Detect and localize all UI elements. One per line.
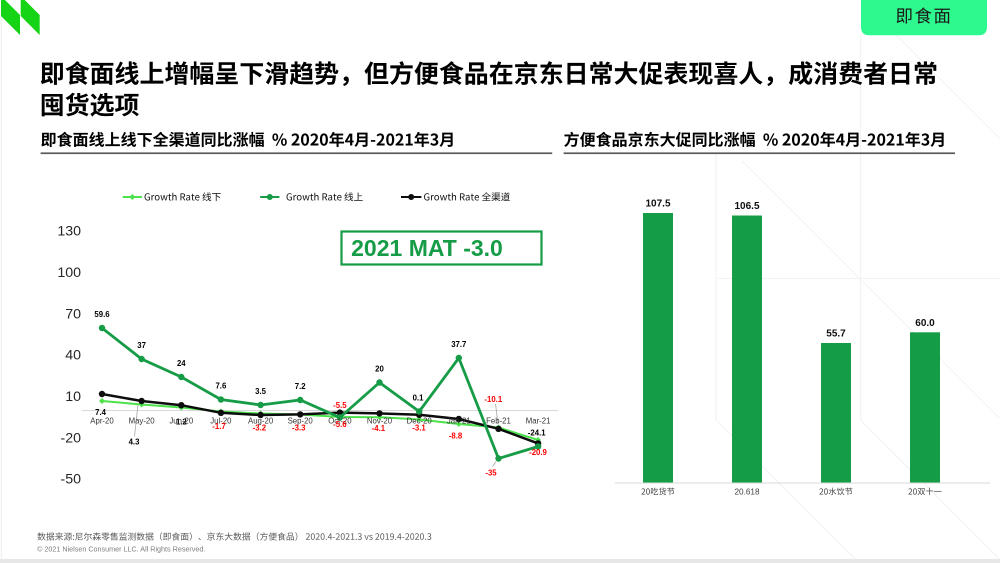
svg-text:-5.6: -5.6 xyxy=(333,420,347,429)
svg-text:70: 70 xyxy=(65,306,81,322)
svg-text:20: 20 xyxy=(375,365,384,374)
svg-text:Jun-20: Jun-20 xyxy=(169,417,194,426)
svg-text:Nov-20: Nov-20 xyxy=(367,417,393,426)
svg-text:20.618: 20.618 xyxy=(734,488,759,497)
svg-text:-3.3: -3.3 xyxy=(292,424,306,433)
svg-text:7.6: 7.6 xyxy=(215,382,227,391)
svg-text:Jul-20: Jul-20 xyxy=(210,417,232,426)
svg-text:7.4: 7.4 xyxy=(95,408,107,417)
svg-text:Dec-20: Dec-20 xyxy=(407,417,433,426)
svg-text:3.5: 3.5 xyxy=(255,387,267,396)
svg-text:May-20: May-20 xyxy=(129,417,156,426)
svg-text:-20: -20 xyxy=(60,430,81,446)
svg-text:-8.8: -8.8 xyxy=(449,432,463,441)
svg-text:Sep-20: Sep-20 xyxy=(288,417,314,426)
svg-text:-1.7: -1.7 xyxy=(212,422,225,431)
svg-text:60.0: 60.0 xyxy=(915,318,935,329)
svg-text:Oct-20: Oct-20 xyxy=(328,417,352,426)
svg-text:100: 100 xyxy=(57,265,81,281)
svg-text:0.1: 0.1 xyxy=(413,394,425,403)
svg-text:7.2: 7.2 xyxy=(295,382,307,391)
svg-text:59.6: 59.6 xyxy=(94,310,110,319)
svg-text:55.7: 55.7 xyxy=(826,329,846,340)
svg-text:37.7: 37.7 xyxy=(451,340,466,349)
svg-text:10: 10 xyxy=(65,389,81,405)
svg-text:24: 24 xyxy=(177,359,186,368)
svg-text:-3.1: -3.1 xyxy=(412,424,426,433)
svg-text:-3.2: -3.2 xyxy=(253,424,267,433)
svg-text:-4.1: -4.1 xyxy=(372,424,386,433)
svg-text:-24.1: -24.1 xyxy=(528,429,546,438)
svg-text:Aug-20: Aug-20 xyxy=(248,417,274,426)
svg-text:-5.5: -5.5 xyxy=(333,401,347,410)
svg-text:40: 40 xyxy=(65,348,81,364)
svg-text:106.5: 106.5 xyxy=(734,201,759,212)
svg-text:-50: -50 xyxy=(60,472,81,488)
svg-text:Apr-20: Apr-20 xyxy=(90,417,114,426)
svg-text:© 2021 Nielsen Consumer LLC. A: © 2021 Nielsen Consumer LLC. All Rights … xyxy=(37,545,205,554)
svg-text:2021 MAT -3.0: 2021 MAT -3.0 xyxy=(351,235,503,261)
svg-text:107.5: 107.5 xyxy=(645,199,670,210)
svg-text:Mar-21: Mar-21 xyxy=(526,417,551,426)
svg-text:4.3: 4.3 xyxy=(129,438,141,447)
svg-text:37: 37 xyxy=(137,341,146,350)
svg-text:-20.9: -20.9 xyxy=(529,448,547,457)
svg-text:Jan-21: Jan-21 xyxy=(447,417,471,426)
svg-text:Feb-21: Feb-21 xyxy=(486,417,511,426)
svg-text:130: 130 xyxy=(57,224,81,240)
svg-text:-10.1: -10.1 xyxy=(484,395,502,404)
svg-text:-35: -35 xyxy=(485,469,497,478)
svg-text:1.2: 1.2 xyxy=(176,418,188,427)
